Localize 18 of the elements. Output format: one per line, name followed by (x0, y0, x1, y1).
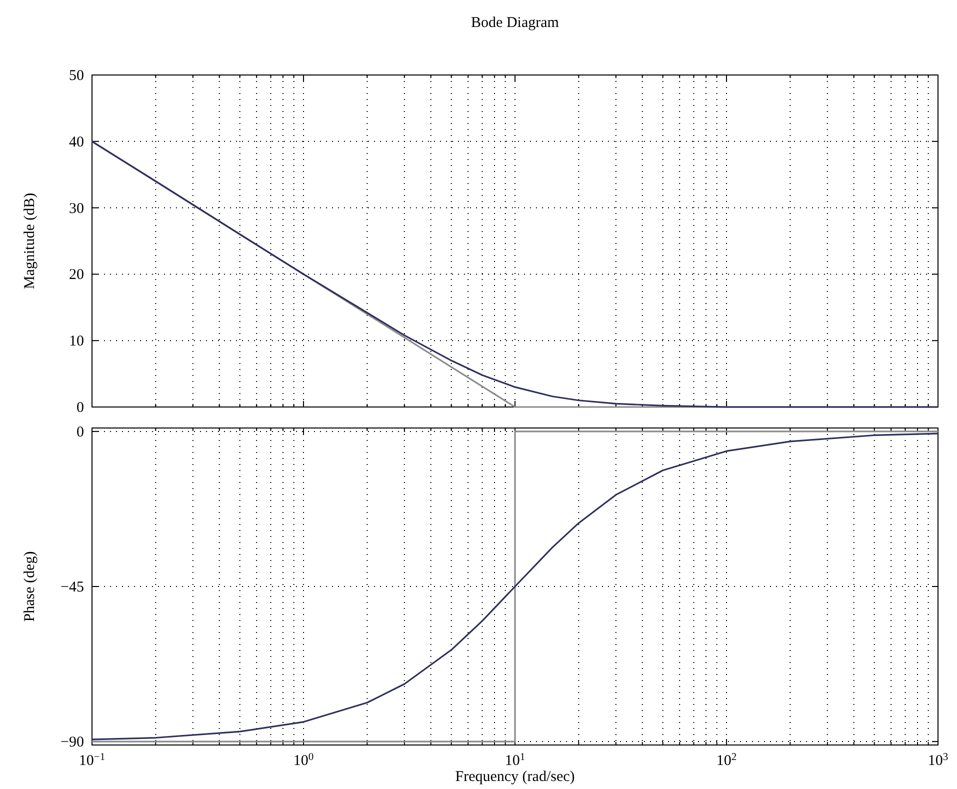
y-tick-label: 50 (69, 68, 84, 84)
y-tick-label: 0 (76, 400, 84, 416)
y-tick-label: −90 (60, 734, 84, 751)
y-tick-label: 0 (76, 424, 84, 440)
x-tick-label: 10$^{−1}$ (78, 752, 106, 769)
y-tick-label: 40 (69, 134, 84, 150)
chart-title: Bode Diagram (471, 15, 560, 31)
x-tick-label: 10$^{0}$ (293, 752, 314, 769)
y-axis-title: Magnitude (dB) (22, 192, 38, 290)
y-axis-title: Phase (deg) (22, 551, 38, 622)
x-tick-label: 10$^{3}$ (928, 752, 948, 769)
x-tick-label: 10$^{1}$ (504, 752, 526, 769)
y-tick-label: 30 (69, 200, 84, 217)
x-tick-label: 10$^{2}$ (716, 752, 737, 769)
x-axis-title: Frequency (rad/sec) (455, 769, 575, 785)
y-tick-label: −45 (60, 580, 84, 596)
y-tick-label: 20 (69, 267, 84, 284)
y-tick-label: 10 (69, 334, 84, 350)
